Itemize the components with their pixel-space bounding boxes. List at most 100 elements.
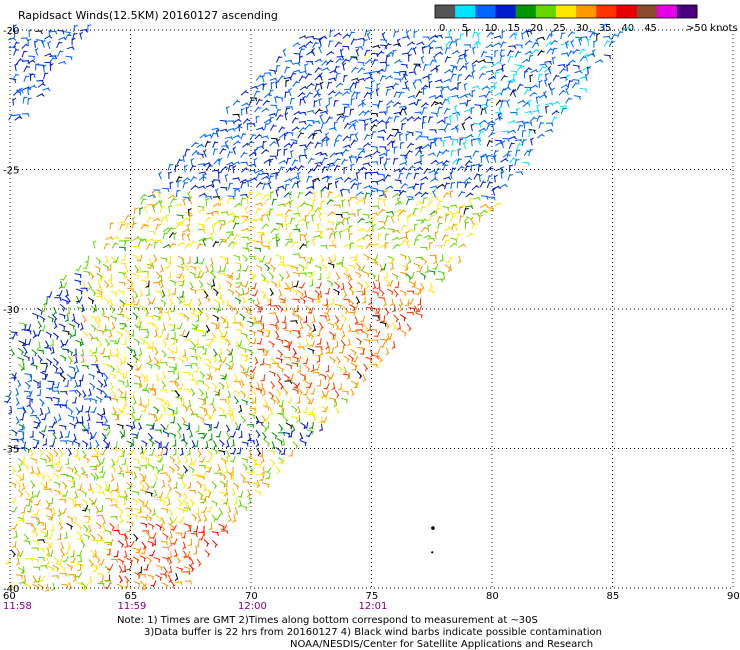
- wind-barb-flag: [187, 223, 191, 227]
- wind-barb-flag: [391, 346, 396, 350]
- wind-barb-flag: [259, 248, 262, 253]
- wind-barb-flag: [442, 139, 447, 143]
- wind-barb-flag: [308, 124, 313, 127]
- wind-barb-flag: [376, 88, 380, 92]
- wind-barb-flag: [350, 108, 355, 111]
- wind-barb-flag: [448, 227, 453, 230]
- wind-barb-flag: [242, 316, 245, 321]
- wind-barb-flag: [528, 68, 532, 70]
- wind-barb-flag: [189, 214, 194, 217]
- wind-barb-flag: [170, 181, 174, 184]
- wind-barb-flag: [576, 49, 580, 52]
- wind-barb-flag: [521, 121, 525, 125]
- wind-barb-flag: [21, 351, 23, 356]
- wind-barb-flag: [193, 310, 195, 314]
- wind-barb-flag: [403, 106, 407, 111]
- wind-barb-flag: [246, 106, 250, 110]
- wind-barb-flag: [246, 309, 248, 314]
- wind-barb-flag: [420, 132, 423, 136]
- wind-barb-flag: [310, 392, 314, 395]
- wind-barb-flag: [229, 182, 234, 185]
- wind-barb-flag: [296, 127, 300, 130]
- legend-swatch: [475, 5, 496, 18]
- wind-barb-flag: [252, 274, 255, 279]
- wind-barb-flag: [330, 199, 334, 202]
- wind-barb-flag: [273, 141, 277, 144]
- wind-barb-flag: [454, 87, 459, 91]
- wind-barb-flag: [172, 195, 176, 198]
- wind-barb-flag: [107, 300, 109, 305]
- wind-barb-flag: [66, 312, 70, 315]
- wind-barb-flag: [311, 335, 313, 340]
- wind-barb-flag: [427, 36, 431, 41]
- wind-barb-flag: [336, 410, 339, 415]
- wind-barb-flag: [320, 346, 323, 351]
- wind-barb-flag: [170, 227, 175, 230]
- wind-barb-flag: [354, 67, 359, 70]
- wind-barb-flag: [79, 281, 82, 285]
- wind-barb-flag: [41, 370, 46, 373]
- wind-barb-flag: [332, 91, 336, 94]
- wind-barb-flag: [383, 129, 387, 134]
- wind-barb-flag: [281, 443, 285, 447]
- wind-barb-flag: [208, 162, 212, 166]
- wind-barb-flag: [357, 91, 361, 94]
- wind-barb-flag: [60, 371, 64, 375]
- wind-barb-flag: [502, 100, 506, 102]
- wind-barb-flag: [370, 91, 375, 94]
- wind-barb-flag: [137, 246, 141, 250]
- wind-barb-flag: [319, 213, 323, 217]
- wind-barb-flag: [300, 233, 304, 237]
- wind-barb-flag: [221, 301, 225, 305]
- wind-barb-flag: [551, 30, 556, 33]
- wind-barb-flag: [515, 71, 518, 76]
- wind-speed-legend: 0 5 10 15 20 25 30 35 40 45 >50 knots: [434, 4, 738, 34]
- wind-barb-flag: [218, 171, 223, 174]
- wind-barb-flag: [364, 367, 368, 372]
- wind-barb-flag: [433, 271, 436, 276]
- wind-barb-flag: [251, 401, 256, 404]
- wind-barb-flag: [404, 154, 408, 158]
- wind-barb-flag: [283, 264, 286, 269]
- wind-barb-flag: [329, 60, 334, 63]
- wind-barb-flag: [530, 137, 534, 141]
- map-title: Rapidsact Winds(12.5KM) 20160127 ascendi…: [18, 9, 278, 22]
- wind-barb-flag: [225, 129, 229, 133]
- legend-label: 40: [621, 23, 634, 34]
- wind-barb-flag: [423, 107, 428, 109]
- wind-barb-flag: [103, 437, 106, 441]
- wind-barb-flag: [424, 85, 429, 88]
- wind-barb-flag: [498, 42, 502, 46]
- wind-barb-flag: [49, 445, 53, 447]
- wind-barb-flag: [367, 162, 371, 167]
- wind-barb-flag: [255, 97, 258, 102]
- wind-barb-flag: [427, 223, 432, 227]
- wind-barb-flag: [53, 421, 57, 425]
- wind-barb-flag: [283, 48, 287, 52]
- wind-barb-flag: [469, 193, 474, 196]
- wind-barb-flag: [311, 205, 314, 209]
- wind-barb-flag: [412, 95, 416, 99]
- wind-barb-flag: [407, 87, 411, 92]
- wind-barb-flag: [529, 31, 533, 35]
- wind-barb-flag: [565, 84, 569, 88]
- wind-barb-flag: [253, 177, 258, 181]
- wind-barb-flag: [356, 301, 360, 305]
- wind-barb-flag: [170, 421, 174, 424]
- wind-barb-flag: [300, 391, 302, 396]
- wind-barb-flag: [337, 360, 341, 365]
- wind-barb-flag: [354, 178, 359, 182]
- wind-barb-flag: [242, 419, 246, 424]
- wind-barb-flag: [148, 359, 152, 364]
- wind-barb-flag: [165, 389, 168, 394]
- wind-barb-flag: [276, 239, 281, 242]
- wind-barb-flag: [391, 214, 395, 219]
- wind-barb-flag: [203, 171, 207, 176]
- wind-barb-flag: [237, 135, 241, 139]
- wind-barb-flag: [133, 436, 137, 439]
- wind-barb-flag: [99, 462, 103, 464]
- wind-barb-flag: [244, 292, 249, 295]
- wind-barb-flag: [548, 65, 552, 70]
- wind-barb-flag: [59, 436, 63, 440]
- wind-barb-flag: [428, 80, 433, 84]
